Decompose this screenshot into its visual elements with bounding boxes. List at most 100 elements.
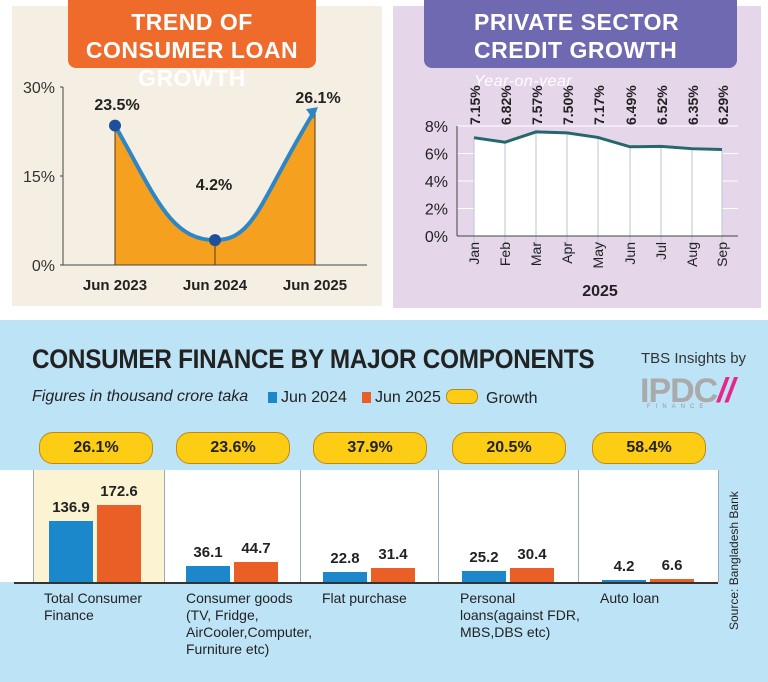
growth-pill: 20.5% (452, 432, 566, 464)
chart1-title: TREND OF CONSUMER LOAN GROWTH (68, 0, 316, 91)
category-label-line: Consumer goods (186, 590, 293, 606)
legend-jun-2024: Jun 2024 (268, 389, 347, 407)
y-tick-label: 0% (32, 258, 55, 275)
bar-value-label: 25.2 (469, 548, 499, 566)
data-label: 6.49% (623, 85, 639, 125)
y-tick-label: 2% (425, 202, 448, 219)
bar-value-label: 31.4 (378, 546, 408, 564)
legend-growth: Growth (446, 389, 538, 408)
panel-divider (33, 470, 34, 582)
x-tick-label: Apr (559, 242, 575, 264)
data-label: 6.29% (715, 85, 731, 125)
bar-jun-2025 (234, 562, 278, 582)
bar-jun-2025 (371, 568, 415, 582)
bar-jun-2024 (186, 565, 230, 582)
y-tick-label: 0% (425, 229, 448, 246)
data-label: 6.35% (685, 85, 701, 125)
ipdc-logo: IPDC// (640, 372, 735, 410)
x-tick-label: Jun 2024 (183, 277, 248, 294)
data-label: 7.17% (591, 85, 607, 125)
legend-jun-2025: Jun 2025 (362, 389, 441, 407)
bar-jun-2024 (602, 580, 646, 582)
components-title: CONSUMER FINANCE BY MAJOR COMPONENTS (32, 344, 595, 374)
source-note: Source: Bangladesh Bank (727, 491, 741, 630)
x-axis-label: 2025 (582, 283, 618, 300)
bar-jun-2024 (323, 571, 367, 582)
components-subtitle: Figures in thousand crore taka (32, 388, 249, 405)
private-credit-chart: 0% 2% 4% 6% 8% Jan Feb Mar Apr May Jun Jul Aug Sep 7.1… (425, 85, 738, 300)
x-tick-label: Feb (497, 242, 513, 266)
category-label-line: Furniture etc) (186, 641, 270, 657)
y-tick-label: 8% (425, 119, 448, 136)
category-label-line: AirCooler,Computer, (186, 624, 313, 640)
data-label: 7.50% (560, 85, 576, 125)
data-label: 6.52% (654, 85, 670, 125)
data-label: 4.2% (196, 177, 232, 194)
panel-divider (718, 470, 719, 582)
category-label-line: MBS,DBS etc) (460, 624, 551, 640)
growth-pill: 26.1% (39, 432, 153, 464)
panel-divider (164, 470, 165, 582)
growth-pill: 23.6% (176, 432, 290, 464)
chart2-subtitle: Year-on-year (474, 73, 573, 90)
category-label: Auto loan (600, 590, 659, 607)
y-tick-label: 6% (425, 147, 448, 164)
consumer-loan-chart: 0% 15% 30% Jun 2023 Jun 2024 Jun 2025 23.5% 4.2… (23, 80, 367, 294)
category-label-line: (TV, Fridge, (186, 607, 259, 623)
y-tick-label: 30% (23, 80, 55, 97)
ipdc-logo-sub: FINANCE (647, 404, 709, 410)
x-tick-label: Jun (622, 242, 638, 265)
x-tick-label: May (590, 242, 606, 268)
brand-text: TBS Insights by (641, 350, 747, 367)
x-tick-label: Jan (466, 242, 482, 265)
bar-jun-2024 (49, 521, 93, 582)
bar-value-label: 44.7 (241, 540, 271, 558)
baseline (14, 582, 718, 584)
series-line (473, 130, 723, 152)
bar-value-label: 22.8 (330, 549, 360, 567)
panel-divider (438, 470, 439, 582)
category-label: Personal loans(against FDR, MBS,DBS etc) (460, 590, 580, 641)
bar-value-label: 30.4 (517, 546, 547, 564)
growth-pill: 37.9% (313, 432, 427, 464)
data-label: 26.1% (295, 90, 340, 107)
bar-jun-2024 (462, 570, 506, 582)
data-label: 7.57% (529, 85, 545, 125)
data-label: 23.5% (94, 97, 139, 114)
bar-jun-2025 (650, 579, 694, 582)
panel-divider (578, 470, 579, 582)
y-tick-label: 4% (425, 174, 448, 191)
growth-pill: 58.4% (592, 432, 706, 464)
bar-jun-2025 (510, 568, 554, 582)
category-label: Total Consumer Finance (44, 590, 142, 624)
data-point (109, 119, 121, 132)
category-label-line: Finance (44, 607, 94, 623)
data-point (209, 234, 221, 247)
bar-value-label: 4.2 (613, 558, 635, 575)
bar-jun-2025 (97, 505, 141, 582)
data-label: 6.82% (498, 85, 514, 125)
category-label-line: Flat purchase (322, 590, 407, 606)
bar-value-label: 136.9 (52, 499, 90, 517)
bar-value-label: 36.1 (193, 543, 223, 561)
category-label: Consumer goods (TV, Fridge, AirCooler,Comp… (186, 590, 312, 658)
bar-value-label: 6.6 (661, 557, 683, 575)
panel-divider (300, 470, 301, 582)
x-tick-label: Jul (653, 242, 669, 260)
x-tick-label: Aug (684, 242, 700, 267)
x-tick-label: Jun 2023 (83, 277, 147, 294)
category-label-line: Total Consumer (44, 590, 143, 606)
chart2-title: PRIVATE SECTOR CREDIT GROWTH Year-on-yea… (424, 0, 737, 90)
y-tick-label: 15% (23, 169, 55, 186)
bar-value-label: 172.6 (100, 483, 138, 501)
category-label: Flat purchase (322, 590, 407, 607)
x-tick-label: Sep (714, 242, 730, 267)
category-label-line: Personal (460, 590, 516, 606)
x-tick-label: Jun 2025 (283, 277, 347, 294)
arrow-head (306, 107, 318, 120)
category-label-line: loans(against FDR, (460, 607, 580, 623)
x-tick-label: Mar (528, 242, 544, 266)
category-label-line: Auto loan (600, 590, 660, 606)
area-fill (115, 110, 315, 265)
data-label: 7.15% (467, 85, 483, 125)
